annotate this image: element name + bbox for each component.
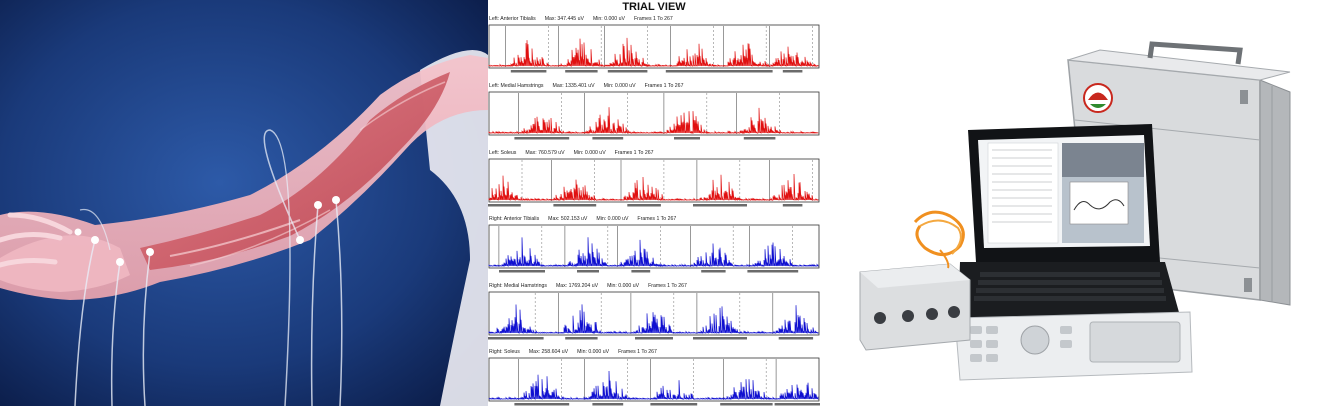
activation-bar <box>720 70 773 73</box>
activation-bar <box>565 337 598 340</box>
strip-header: Right: Soleus Max: 258.604 uV Min: 0.000 u… <box>489 349 666 355</box>
strip-max-label: Max: 258.604 uV <box>528 349 569 355</box>
emg-trace-plot <box>488 291 820 340</box>
activation-bar <box>635 337 673 340</box>
activation-bar <box>782 204 803 207</box>
strip-max-label: Max: 1769.204 uV <box>555 283 599 289</box>
trial-view-panel: TRIAL VIEW Left: Anterior Tibialis Max: 3… <box>488 0 820 406</box>
amplifier-box-icon <box>859 263 971 351</box>
activation-bar <box>499 270 545 273</box>
strip-muscle-label: Right: Medial Hamstrings <box>489 283 547 289</box>
cable-bundle-icon <box>913 210 965 269</box>
activation-bar <box>607 70 648 73</box>
activation-bar <box>592 137 624 140</box>
strip-min-label: Min: 0.000 uV <box>573 150 606 156</box>
activation-bar <box>743 137 776 140</box>
emg-trace-plot <box>488 224 820 273</box>
plot-frame <box>488 24 820 69</box>
strip-frames-label: Frames 1 To 267 <box>644 83 684 89</box>
strip-min-label: Min: 0.000 uV <box>592 16 625 22</box>
strip-max-label: Max: 760.579 uV <box>525 150 565 156</box>
activation-bar <box>631 270 651 273</box>
laptop-icon <box>958 124 1180 318</box>
strip-min-label: Min: 0.000 uV <box>603 83 636 89</box>
trial-view-title: TRIAL VIEW <box>622 1 686 13</box>
activation-bar <box>674 137 700 140</box>
strip-muscle-label: Left: Anterior Tibialis <box>489 16 536 22</box>
activation-bar <box>774 403 820 406</box>
activation-bar <box>693 337 747 340</box>
strip-max-label: Max: 1335.401 uV <box>552 83 595 89</box>
strip-muscle-label: Left: Soleus <box>489 150 517 156</box>
activation-bar <box>701 270 726 273</box>
emg-trace-plot <box>488 91 820 140</box>
arm-illustration-svg <box>0 0 488 406</box>
activation-bar <box>782 70 803 73</box>
strip-header: Right: Anterior Tibialis Max: 502.153 uV M… <box>489 216 685 222</box>
arm-electrode-illustration <box>0 0 488 406</box>
strip-muscle-label: Left: Medial Hamstrings <box>489 83 544 89</box>
strip-max-label: Max: 502.153 uV <box>548 216 588 222</box>
strip-header: Right: Medial Hamstrings Max: 1769.204 uV… <box>489 283 696 289</box>
strip-header: Left: Anterior Tibialis Max: 347.445 uV Mi… <box>489 16 682 22</box>
emg-trace <box>488 370 819 401</box>
activation-bar <box>577 270 599 273</box>
activation-bar <box>693 204 747 207</box>
strip-min-label: Min: 0.000 uV <box>577 349 610 355</box>
brand-logo-icon <box>1083 83 1113 113</box>
emg-trace <box>488 304 819 335</box>
emg-hardware-photo <box>820 0 1334 406</box>
strip-max-label: Max: 347.445 uV <box>544 16 584 22</box>
emg-trace <box>488 37 819 68</box>
strip-frames-label: Frames 1 To 267 <box>614 150 654 156</box>
activation-bar <box>778 337 814 340</box>
strip-frames-label: Frames 1 To 267 <box>648 283 687 289</box>
activation-bar <box>514 137 570 140</box>
strip-frames-label: Frames 1 To 267 <box>633 16 673 22</box>
activation-bar <box>488 337 544 340</box>
emg-trace-plot <box>488 357 820 406</box>
strip-frames-label: Frames 1 To 267 <box>618 349 657 355</box>
hardware-svg <box>859 41 1291 381</box>
strip-muscle-label: Right: Soleus <box>489 349 520 355</box>
activation-bar <box>488 204 521 207</box>
activation-bar <box>592 403 624 406</box>
strip-header: Left: Medial Hamstrings Max: 1335.401 uV M… <box>489 83 692 89</box>
emg-trace-plot <box>488 24 820 73</box>
activation-bar <box>665 70 722 73</box>
activation-bar <box>553 204 597 207</box>
recording-console-icon <box>954 311 1193 381</box>
activation-bar <box>720 403 773 406</box>
strip-min-label: Min: 0.000 uV <box>596 216 629 222</box>
activation-bar <box>650 403 698 406</box>
emg-trace <box>488 173 819 202</box>
strip-header: Left: Soleus Max: 760.579 uV Min: 0.000 uV… <box>489 150 663 156</box>
activation-bar <box>747 270 799 273</box>
strip-frames-label: Frames 1 To 267 <box>637 216 677 222</box>
activation-bar <box>510 70 547 73</box>
emg-trace <box>488 237 819 268</box>
plot-frame <box>488 224 820 269</box>
strip-muscle-label: Right: Anterior Tibialis <box>489 216 540 222</box>
strip-min-label: Min: 0.000 uV <box>607 283 640 289</box>
activation-bar <box>565 70 598 73</box>
emg-trace-plot <box>488 158 820 207</box>
activation-bar <box>627 204 661 207</box>
electrode-icon <box>74 196 340 266</box>
emg-trace <box>488 107 819 135</box>
activation-bar <box>514 403 570 406</box>
